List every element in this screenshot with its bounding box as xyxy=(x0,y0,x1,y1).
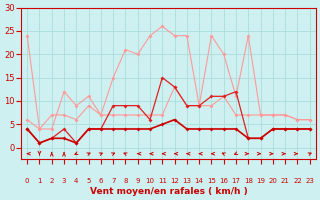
X-axis label: Vent moyen/en rafales ( km/h ): Vent moyen/en rafales ( km/h ) xyxy=(90,187,247,196)
